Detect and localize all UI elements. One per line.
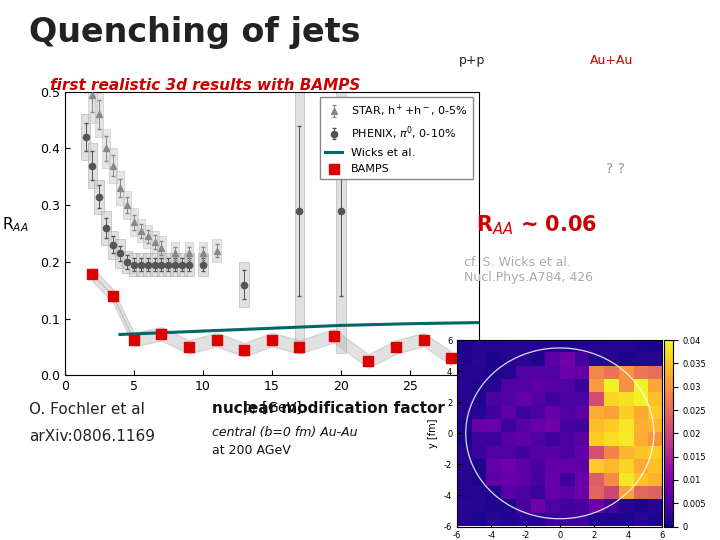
BAMPS xyxy=(390,342,402,351)
Bar xyxy=(89,66,96,123)
Bar xyxy=(129,253,139,276)
Y-axis label: R$_{AA}$: R$_{AA}$ xyxy=(1,215,28,233)
Bar xyxy=(88,143,97,188)
Bar xyxy=(115,239,125,267)
Bar xyxy=(199,242,207,265)
Wicks et al. xyxy=(199,328,207,334)
Bar xyxy=(137,219,145,242)
BAMPS xyxy=(86,270,98,279)
Bar xyxy=(130,208,138,237)
Bar xyxy=(143,253,153,276)
Wicks et al. xyxy=(116,331,125,338)
Bar xyxy=(150,231,158,253)
Bar xyxy=(198,253,207,276)
Bar xyxy=(184,253,194,276)
Bar xyxy=(95,92,104,137)
Bar xyxy=(157,237,166,259)
Legend: STAR, h$^+$+h$^-$, 0-5%, PHENIX, $\pi^0$, 0-10%, Wicks et al., BAMPS: STAR, h$^+$+h$^-$, 0-5%, PHENIX, $\pi^0$… xyxy=(320,97,473,179)
Bar xyxy=(171,253,180,276)
Text: arXiv:0806.1169: arXiv:0806.1169 xyxy=(29,429,155,444)
Text: ? ?: ? ? xyxy=(606,162,625,176)
BAMPS xyxy=(266,335,277,344)
BAMPS xyxy=(107,292,119,300)
Text: Au+Au: Au+Au xyxy=(590,54,634,67)
Bar xyxy=(171,242,179,265)
BAMPS xyxy=(238,346,250,354)
Text: nuclear modification factor: nuclear modification factor xyxy=(212,401,445,416)
Wicks et al. xyxy=(474,319,483,326)
Bar xyxy=(108,231,118,259)
Text: Quenching of jets: Quenching of jets xyxy=(29,16,360,49)
Text: first realistic 3d results with BAMPS: first realistic 3d results with BAMPS xyxy=(50,78,361,93)
Bar xyxy=(163,253,173,276)
Line: Wicks et al.: Wicks et al. xyxy=(120,322,479,334)
Text: R$_{AA}$ ~ 0.06: R$_{AA}$ ~ 0.06 xyxy=(476,214,598,237)
Wicks et al. xyxy=(282,325,290,331)
Bar xyxy=(102,129,110,168)
BAMPS xyxy=(128,335,140,344)
Bar xyxy=(102,211,111,245)
Bar xyxy=(239,262,249,307)
Wicks et al. xyxy=(309,323,318,330)
BAMPS xyxy=(156,329,167,338)
BAMPS xyxy=(183,342,194,351)
BAMPS xyxy=(294,342,305,351)
Bar xyxy=(212,239,221,262)
Bar xyxy=(94,180,104,214)
Wicks et al. xyxy=(253,326,262,332)
Wicks et al. xyxy=(405,320,414,327)
Bar xyxy=(122,251,132,273)
Text: central (b=0 fm) Au-Au: central (b=0 fm) Au-Au xyxy=(212,426,358,438)
BAMPS xyxy=(363,357,374,366)
Bar xyxy=(143,225,152,248)
BAMPS xyxy=(328,331,340,340)
Bar xyxy=(156,253,166,276)
Bar xyxy=(294,69,305,353)
Bar xyxy=(122,191,131,219)
BAMPS xyxy=(446,354,457,363)
Bar xyxy=(109,148,117,183)
Bar xyxy=(185,242,193,265)
Text: O. Fochler et al: O. Fochler et al xyxy=(29,402,145,417)
Bar xyxy=(177,253,187,276)
Y-axis label: y [fm]: y [fm] xyxy=(428,418,438,448)
Bar xyxy=(136,253,145,276)
Bar xyxy=(150,253,159,276)
Wicks et al. xyxy=(143,330,152,336)
X-axis label: p$_T$ [GeV]: p$_T$ [GeV] xyxy=(242,399,302,417)
Text: at 200 AGeV: at 200 AGeV xyxy=(212,444,291,457)
Wicks et al. xyxy=(336,322,345,329)
Wicks et al. xyxy=(226,327,235,333)
Wicks et al. xyxy=(171,329,179,335)
BAMPS xyxy=(418,335,429,344)
BAMPS xyxy=(211,335,222,344)
Bar xyxy=(81,114,90,160)
Text: p+p: p+p xyxy=(459,54,485,67)
Text: cf. S. Wicks et al.
Nucl.Phys.A784, 426: cf. S. Wicks et al. Nucl.Phys.A784, 426 xyxy=(464,256,593,285)
Bar xyxy=(336,69,346,353)
Bar xyxy=(116,171,124,205)
